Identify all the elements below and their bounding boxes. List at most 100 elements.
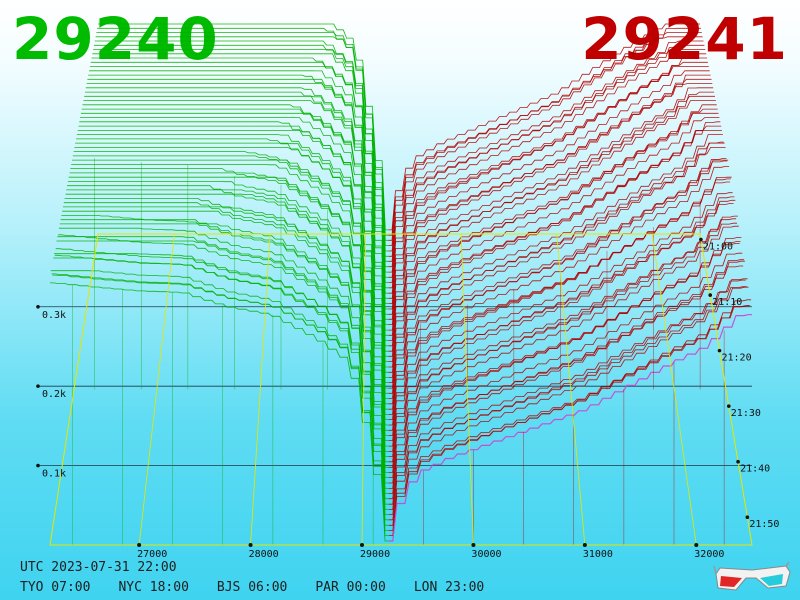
tz-clock-par: PAR 00:00 (315, 580, 386, 595)
bid-depth-line (67, 185, 389, 431)
tz-clock-tyo: TYO 07:00 (20, 580, 91, 595)
ask-depth-line (388, 74, 711, 294)
ask-depth-line (388, 222, 737, 452)
ask-depth-line (388, 237, 742, 478)
bid-depth-line (58, 234, 389, 489)
ask-depth-line (388, 117, 720, 347)
bid-depth-line (95, 36, 389, 246)
ask-depth-line (388, 286, 747, 510)
price-tick-label: 27000 (137, 549, 167, 560)
bid-depth-line (89, 66, 389, 283)
ask-depth-line (388, 196, 735, 436)
volume-tick-marker (36, 384, 40, 388)
bid-depth-line (60, 219, 389, 473)
ask-depth-line (388, 57, 708, 273)
bid-depth-line (76, 138, 389, 373)
bid-depth-line (87, 78, 389, 299)
bid-depth-line (86, 83, 389, 304)
time-tick-label: 21:20 (722, 353, 752, 364)
ask-depth-line (388, 159, 729, 399)
utc-clock: UTC 2023-07-31 22:00 (20, 560, 177, 575)
volume-tick-label: 0.2k (42, 389, 66, 400)
ask-depth-line (388, 66, 709, 283)
bid-price: 29240 (12, 5, 219, 73)
bid-depth-line (56, 240, 389, 500)
bid-depth-line (75, 142, 389, 378)
bid-depth-line (53, 257, 389, 521)
ask-depth-line (388, 91, 715, 315)
price-gridline (361, 233, 366, 546)
bid-depth-line (51, 273, 389, 531)
ask-depth-line (388, 87, 714, 310)
bid-depth-line (80, 112, 389, 341)
bid-depth-line (84, 95, 389, 320)
bid-depth-line (72, 159, 389, 399)
bid-depth-line (74, 147, 389, 383)
tz-clock-nyc: NYC 18:00 (118, 580, 189, 595)
bid-depth-line (65, 193, 389, 441)
ask-depth-line (388, 215, 738, 457)
ask-depth-line (388, 32, 702, 241)
ask-depth-line (388, 260, 745, 500)
time-tick-marker (699, 237, 703, 242)
ask-depth-line (388, 36, 703, 246)
ask-depth-line (388, 252, 743, 484)
ask-depth-line (388, 61, 708, 278)
bid-depth-line (92, 53, 389, 268)
ask-depth-line (388, 147, 726, 383)
3d-glasses-icon[interactable] (712, 560, 792, 592)
ask-depth-line (388, 259, 745, 494)
ask-depth-line (388, 305, 751, 531)
ask-depth-line (388, 286, 749, 521)
price-tick-label: 32000 (694, 549, 724, 560)
ask-depth-line (388, 141, 724, 373)
time-tick-marker (726, 404, 731, 408)
bid-depth-line (98, 23, 389, 231)
ask-depth-line (388, 178, 731, 415)
bid-depth-line (88, 74, 389, 294)
ask-depth-line (388, 278, 748, 515)
bid-depth-line (82, 104, 389, 331)
ask-depth-line (388, 112, 719, 341)
bid-series (50, 23, 389, 545)
bid-depth-line (63, 206, 389, 457)
ask-depth-line (388, 299, 752, 536)
bid-depth-line (94, 40, 389, 252)
price-gridline (556, 233, 586, 546)
bid-depth-line (63, 202, 389, 452)
bid-depth-line (62, 210, 389, 463)
time-tick-label: 21:00 (703, 242, 733, 253)
ask-depth-line (388, 49, 706, 262)
bid-depth-line (54, 254, 389, 510)
price-gridline (651, 233, 697, 546)
bid-depth-line (57, 236, 389, 494)
ask-depth-line (388, 181, 730, 410)
price-tick-label: 28000 (249, 549, 279, 560)
ask-depth-line (388, 121, 721, 352)
price-tick-label: 29000 (360, 549, 390, 560)
time-tick-label: 21:30 (731, 408, 761, 419)
volume-tick-label: 0.1k (42, 469, 66, 480)
bid-depth-line (71, 164, 389, 405)
time-tick-marker (708, 293, 713, 297)
bid-depth-line (90, 61, 389, 278)
price-tick-marker (582, 543, 587, 547)
time-tick-marker (736, 459, 740, 464)
bid-depth-line (79, 121, 389, 352)
bid-depth-line (96, 32, 389, 241)
volume-tick-label: 0.3k (42, 310, 66, 321)
price-gridline (138, 233, 175, 546)
time-tick-label: 21:50 (749, 519, 779, 530)
bid-depth-line (68, 176, 389, 420)
bid-depth-line (93, 44, 389, 257)
ask-depth-line (388, 279, 746, 505)
ask-depth-line (388, 225, 739, 463)
bid-depth-line (85, 87, 389, 310)
bid-depth-line (50, 270, 389, 536)
bid-depth-line (50, 282, 389, 542)
time-tick-marker (745, 515, 750, 520)
ask-depth-line (388, 130, 722, 362)
ask-depth-line (388, 83, 713, 304)
ask-depth-line (388, 158, 727, 389)
axis-labels: 0.1k 0.2k 0.3k 27000 28000 29000 30000 31000 320… (42, 242, 779, 560)
